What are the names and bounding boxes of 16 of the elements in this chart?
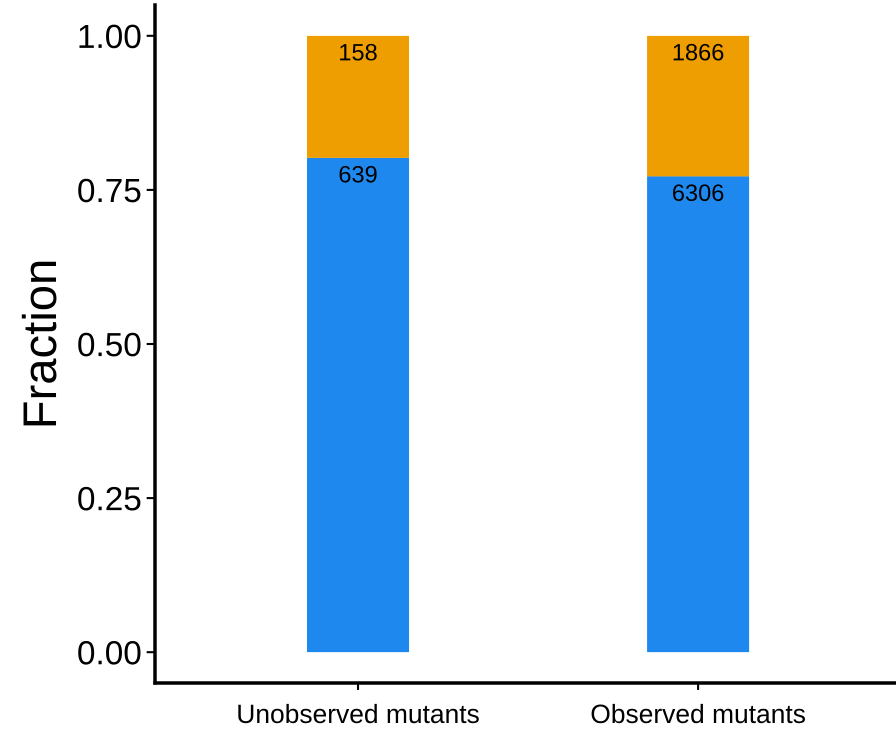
- y-tick-label: 1.00: [79, 24, 141, 48]
- bar: [647, 36, 750, 176]
- annotation: 158: [340, 44, 377, 61]
- bar: [647, 176, 750, 652]
- annotation: 1866: [674, 44, 724, 61]
- y-tick-label: 0.75: [78, 178, 140, 202]
- x-tick-label: Unobserved mutants: [238, 704, 479, 724]
- annotation: 639: [340, 166, 377, 183]
- bar: [307, 158, 410, 652]
- annotation: 6306: [673, 184, 724, 202]
- y-tick-label: 0.00: [78, 640, 141, 665]
- y-tick-label: 0.50: [78, 332, 141, 356]
- y-tick-label: 0.25: [78, 486, 140, 510]
- bar: [307, 36, 410, 158]
- x-tick-label: Observed mutants: [592, 704, 805, 724]
- y-axis-title: Fraction: [22, 262, 56, 426]
